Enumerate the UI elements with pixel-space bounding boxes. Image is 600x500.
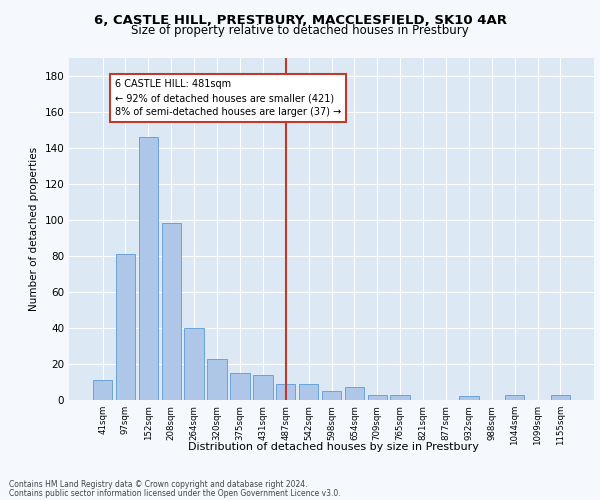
Bar — [368, 394, 387, 400]
Bar — [505, 394, 524, 400]
Bar — [391, 394, 410, 400]
Text: 6, CASTLE HILL, PRESTBURY, MACCLESFIELD, SK10 4AR: 6, CASTLE HILL, PRESTBURY, MACCLESFIELD,… — [94, 14, 506, 27]
Bar — [208, 358, 227, 400]
Text: Size of property relative to detached houses in Prestbury: Size of property relative to detached ho… — [131, 24, 469, 37]
Text: Contains public sector information licensed under the Open Government Licence v3: Contains public sector information licen… — [9, 489, 341, 498]
Text: Distribution of detached houses by size in Prestbury: Distribution of detached houses by size … — [188, 442, 478, 452]
Bar — [139, 137, 158, 400]
Bar — [322, 391, 341, 400]
Y-axis label: Number of detached properties: Number of detached properties — [29, 146, 39, 311]
Bar — [276, 384, 295, 400]
Bar — [116, 254, 135, 400]
Bar — [161, 224, 181, 400]
Bar — [93, 380, 112, 400]
Bar — [551, 394, 570, 400]
Bar — [299, 384, 319, 400]
Bar — [253, 375, 272, 400]
Text: Contains HM Land Registry data © Crown copyright and database right 2024.: Contains HM Land Registry data © Crown c… — [9, 480, 308, 489]
Bar — [459, 396, 479, 400]
Bar — [230, 373, 250, 400]
Bar — [344, 388, 364, 400]
Text: 6 CASTLE HILL: 481sqm
← 92% of detached houses are smaller (421)
8% of semi-deta: 6 CASTLE HILL: 481sqm ← 92% of detached … — [115, 79, 341, 117]
Bar — [184, 328, 204, 400]
